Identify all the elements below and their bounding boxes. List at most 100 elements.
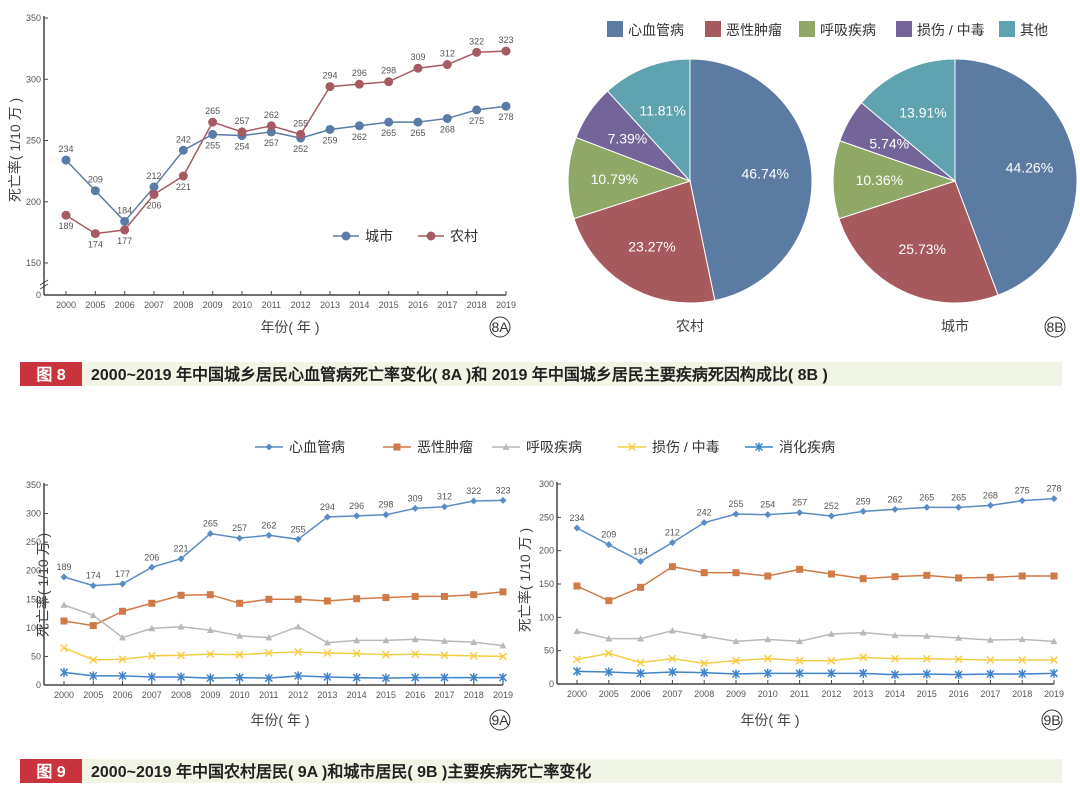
data-label: 309 <box>408 493 423 503</box>
data-label: 189 <box>58 221 73 231</box>
data-point <box>294 595 302 603</box>
x-tick-label: 2017 <box>434 690 454 700</box>
legend-swatch <box>896 21 912 37</box>
chart-9b: 0 50 100 150 200 250 300 2000 2005 2006 2007 2008 20… <box>517 479 1064 731</box>
data-point <box>986 669 995 679</box>
data-point <box>208 117 218 127</box>
pie-title: 城市 <box>941 318 969 334</box>
data-label: 275 <box>1015 486 1030 496</box>
series-4 <box>59 643 508 664</box>
x-axis-title: 年份( 年 ) <box>260 319 319 335</box>
x-tick-label: 2008 <box>694 689 714 699</box>
data-point <box>637 557 645 565</box>
chart-badge: 8B <box>1046 319 1063 335</box>
series-line <box>65 105 507 223</box>
data-point <box>206 591 214 599</box>
caption-bg <box>20 362 1062 386</box>
data-point <box>700 659 709 668</box>
y-tick-label: 150 <box>539 579 554 589</box>
data-label: 252 <box>824 501 839 511</box>
chart-badge: 9A <box>491 712 509 728</box>
data-label: 298 <box>381 66 396 76</box>
series-4 <box>572 649 1059 668</box>
data-point <box>440 651 449 660</box>
x-tick-label: 2007 <box>144 300 164 310</box>
chart-badge-circle <box>1044 316 1066 338</box>
slice-label: 23.27% <box>628 238 675 254</box>
data-label: 174 <box>88 240 103 250</box>
data-label: 323 <box>495 485 510 495</box>
y-tick-label: 200 <box>539 546 554 556</box>
x-tick-label: 2018 <box>1012 689 1032 699</box>
caption-fig9: 图 9 2000~2019 年中国农村居民( 9A )和城市居民( 9B )主要… <box>20 759 1062 783</box>
series-1: 234 209 184 212 242 255 254 257 252 259 262 265 265 2… <box>569 484 1062 565</box>
slice-label: 10.79% <box>591 171 638 187</box>
data-point <box>922 654 931 663</box>
data-point <box>264 648 273 658</box>
data-point <box>1018 655 1027 665</box>
data-point <box>827 668 836 678</box>
data-label: 322 <box>466 486 481 496</box>
series-line <box>576 629 1055 643</box>
data-point <box>236 534 244 542</box>
data-point <box>89 671 98 681</box>
data-point <box>265 531 273 539</box>
x-tick-label: 2016 <box>405 690 425 700</box>
series-line <box>576 497 1055 563</box>
data-point <box>354 121 364 131</box>
pie-slice <box>954 58 1078 296</box>
y-tick-label: 100 <box>539 612 554 622</box>
y-tick-label: 0 <box>36 290 41 300</box>
data-point <box>1018 635 1026 643</box>
legend-label: 城市 <box>365 228 393 244</box>
x-tick-label: 2010 <box>230 690 250 700</box>
chart-badge: 8A <box>491 319 509 335</box>
data-point <box>764 511 772 519</box>
data-point <box>986 636 994 643</box>
x-tick-label: 2015 <box>376 690 396 700</box>
data-point <box>498 673 508 683</box>
data-point <box>384 77 394 87</box>
pie-title: 农村 <box>676 318 704 334</box>
y-tick-label: 200 <box>26 566 41 576</box>
data-point <box>206 626 214 633</box>
data-point <box>118 671 127 681</box>
chart-badge-circle <box>489 709 511 731</box>
data-point <box>264 673 273 683</box>
data-point <box>700 632 708 639</box>
data-point <box>352 673 361 683</box>
data-point <box>382 636 390 644</box>
data-label: 189 <box>56 562 71 572</box>
data-point <box>89 582 97 590</box>
series-1: 189 174 177 206 221 265 257 262 255 294 296 298 309 3… <box>56 485 511 590</box>
data-label: 278 <box>498 112 513 122</box>
data-point <box>668 654 677 663</box>
chart-badge: 9B <box>1043 712 1060 728</box>
x-tick-label: 2013 <box>317 690 337 700</box>
data-point <box>294 671 303 681</box>
y-tick-label: 300 <box>539 479 554 489</box>
slice-label: 10.36% <box>856 172 903 188</box>
caption-number: 图 8 <box>36 366 65 384</box>
y-axis-title: 死亡率( 1/10 万 ) <box>517 528 533 632</box>
chart-9a: 0 50 100 150 200 250 300 350 2000 2005 2006 2007 200… <box>26 480 513 731</box>
data-point <box>796 509 804 517</box>
data-point <box>754 442 764 452</box>
series-line <box>63 671 503 679</box>
y-tick-label: 100 <box>26 623 41 633</box>
data-point <box>859 575 867 583</box>
x-tick-label: 2018 <box>467 300 487 310</box>
data-point <box>120 216 130 226</box>
data-point <box>206 530 214 538</box>
legend-label: 呼吸疾病 <box>526 439 582 455</box>
pie-slice <box>606 58 691 183</box>
data-label: 265 <box>951 492 966 502</box>
caption-bg <box>20 759 1062 783</box>
data-label: 255 <box>205 140 220 150</box>
x-tick-label: 2006 <box>631 689 651 699</box>
data-point <box>177 623 185 630</box>
data-point <box>59 643 69 652</box>
data-point <box>381 673 390 683</box>
x-tick-label: 2007 <box>662 689 682 699</box>
data-point <box>393 443 401 451</box>
